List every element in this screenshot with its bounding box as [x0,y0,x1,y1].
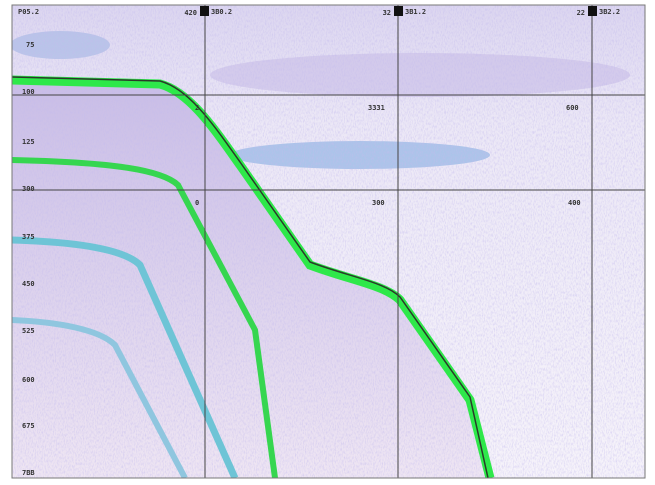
marker [588,6,597,16]
echo-image [10,5,645,478]
header-label: 3B0.2 [211,8,232,16]
header-label: 3B2.2 [599,8,620,16]
header-label: 420 [184,9,197,17]
grid-label: 2 [195,104,199,112]
depth-label: 75 [26,41,34,49]
page: {"header": {"labels": ["P05.2", "420", "… [0,0,655,485]
noise [12,5,645,478]
grid-label: 0 [195,199,199,207]
grid-label: 400 [568,199,581,207]
depth-label: 525 [22,327,35,335]
marker [200,6,209,16]
grid-label: 600 [566,104,579,112]
header-label: 32 [383,9,391,17]
header-label: 22 [577,9,585,17]
depth-label: 675 [22,422,35,430]
header-label: P05.2 [18,8,39,16]
depth-label: 100 [22,88,35,96]
depth-label: 450 [22,280,35,288]
marker [394,6,403,16]
depth-label: 600 [22,376,35,384]
header-label: 3B1.2 [405,8,426,16]
grid-label: 300 [372,199,385,207]
grid-label: 3331 [368,104,385,112]
depth-label: 125 [22,138,35,146]
depth-label: 375 [22,233,35,241]
depth-label: 7BB [22,469,35,477]
depth-label: 300 [22,185,35,193]
echogram: P05.2 420 3B0.2 32 3B1.2 22 3B2.2 75 100… [0,0,655,485]
